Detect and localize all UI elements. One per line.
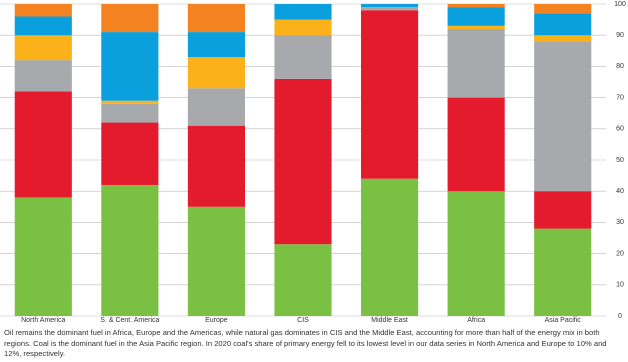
bar-segment [14,197,72,316]
x-tick-label: North America [21,317,65,324]
bar-segment [534,13,592,36]
bar-segment [187,88,245,126]
bar-segment [534,41,592,192]
bar-segment [187,125,245,207]
bar-segment [447,97,505,192]
bar-segment [101,100,159,104]
y-tick-label: 50 [616,157,624,164]
bar-segment [101,184,159,316]
bar-segment [101,122,159,185]
bar-segment [447,25,505,29]
caption: Oil remains the dominant fuel in Africa,… [4,328,607,358]
y-tick-label: 40 [616,188,624,195]
y-tick-label: 10 [616,282,624,289]
bar-segment [187,57,245,89]
x-tick-label: Asia Pacific [545,317,582,324]
x-tick-label: S. & Cent. America [100,317,159,324]
y-tick-label: 90 [616,32,624,39]
y-tick-label: 20 [616,250,624,257]
bar-segment [14,35,72,61]
bar-segment [534,228,592,316]
bar-segment [274,19,332,36]
bar-segment [274,4,332,20]
y-tick-label: 60 [616,126,624,133]
y-tick-label: 80 [616,63,624,70]
chart: 0 10 20 30 40 50 60 70 80 90 100 North America S. & … [0,1,626,324]
bar-segment [534,35,592,42]
x-tick-label: Africa [467,317,485,324]
bar-segment [534,191,592,229]
bar-segment [101,4,159,33]
bar-segment [187,32,245,58]
bar-segment [14,91,72,198]
y-tick-label: 30 [616,219,624,226]
bar-segment [274,244,332,316]
bar-segment [274,78,332,245]
bar-segment [361,178,419,316]
x-tick-label: Middle East [371,317,408,324]
bar-segment [14,60,72,92]
bar-segment [447,4,505,8]
bar-segment [187,206,245,316]
bar-segment [447,28,505,98]
bar-segment [447,191,505,316]
x-tick-label: CIS [297,317,309,324]
bar-segment [14,4,72,17]
y-tick-label: 0 [618,313,622,320]
bar-segment [534,4,592,14]
bar-segment [361,10,419,179]
bar-segment [101,103,159,123]
bar-segment [447,7,505,26]
x-tick-label: Europe [205,317,228,324]
bar-segment [361,4,419,8]
bar-segment [274,35,332,79]
bar-segment [101,32,159,101]
bar-segment [14,16,72,36]
bar-segment [187,4,245,33]
y-tick-label: 100 [614,1,626,8]
y-tick-label: 70 [616,94,624,101]
bar-segment [361,7,419,11]
